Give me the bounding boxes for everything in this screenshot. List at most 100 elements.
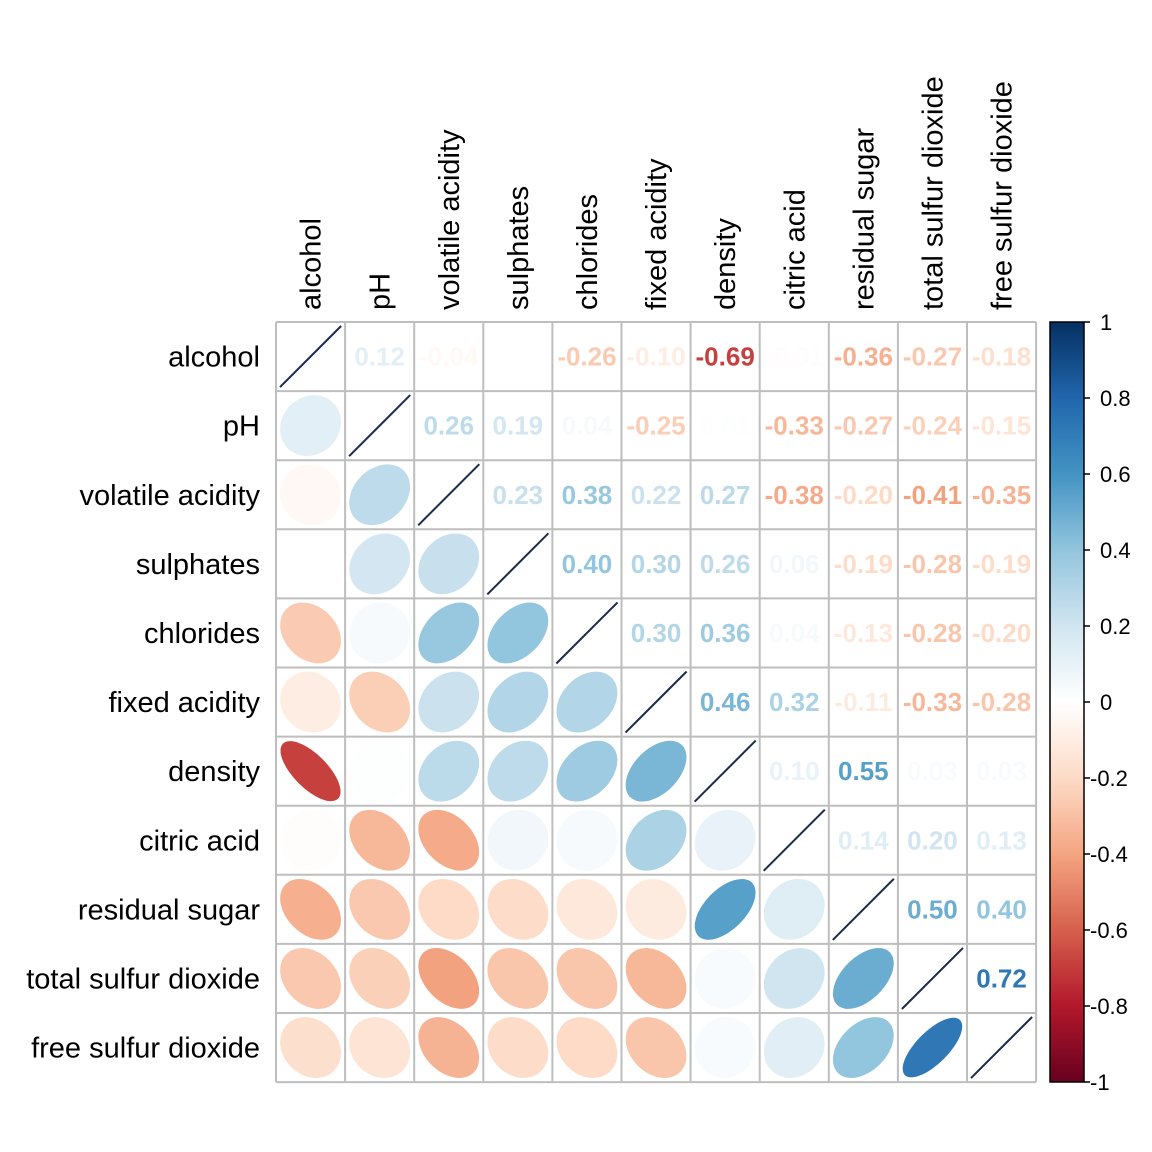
corr-ellipse (487, 1017, 549, 1078)
corr-ellipse (556, 878, 618, 940)
row-label-fixed-acidity: fixed acidity (108, 687, 260, 719)
colorbar-ticks: 1 0.8 0.6 0.4 0.2 0 -0.2 -0.4 -0.6 -0.8 -1 (1084, 310, 1131, 1095)
corr-ellipse (832, 948, 894, 1009)
corr-value: 0.01 (700, 411, 751, 441)
corr-ellipse (280, 395, 341, 457)
corr-value: 0.03 (976, 756, 1027, 786)
corr-value: 0.12 (354, 342, 405, 372)
row-label-ph: pH (223, 411, 260, 443)
corr-ellipse (556, 740, 618, 802)
corr-ellipse (625, 1017, 687, 1078)
diagonal-mark (417, 463, 481, 527)
corr-value: -0.33 (765, 411, 824, 441)
corr-ellipse (625, 809, 687, 871)
corr-value: -0.04 (419, 342, 479, 372)
corr-ellipse (349, 602, 411, 664)
corr-ellipse (349, 809, 411, 871)
corr-value: 0.50 (907, 894, 958, 924)
colorbar-tick-label: 0 (1100, 690, 1112, 715)
diagonal-mark (693, 739, 757, 803)
corr-ellipse (763, 948, 825, 1009)
corr-ellipse (418, 533, 480, 595)
corr-ellipse (556, 948, 618, 1009)
corr-value: 0.10 (769, 756, 820, 786)
corr-value: 0.14 (838, 825, 889, 855)
corr-ellipse (487, 740, 549, 802)
row-label-residual-sugar: residual sugar (78, 894, 260, 926)
col-label-fixed-acidity: fixed acidity (641, 158, 673, 310)
corr-ellipse (349, 533, 411, 595)
corr-value: 0.32 (769, 687, 820, 717)
diagonal-mark (901, 947, 964, 1010)
corr-ellipse (763, 878, 825, 940)
colorbar-tick-label: 0.6 (1100, 462, 1131, 487)
corr-ellipse (487, 878, 549, 940)
corr-value: -0.13 (834, 618, 893, 648)
column-labels: alcohol pH volatile acidity sulphates chlori… (296, 76, 1019, 310)
corr-value: 0.06 (769, 549, 820, 579)
row-label-free-sulfur-dioxide: free sulfur dioxide (31, 1033, 260, 1065)
corr-value: -0.35 (972, 480, 1031, 510)
col-label-sulphates: sulphates (503, 186, 535, 310)
col-label-ph: pH (365, 273, 397, 310)
diagonal-mark (486, 532, 550, 596)
diagonal-mark (762, 808, 826, 872)
colorbar-gradient (1049, 321, 1085, 1083)
row-label-density: density (168, 756, 260, 788)
row-label-sulphates: sulphates (136, 549, 260, 581)
corr-ellipse (418, 602, 480, 664)
colorbar-tick-label: -0.4 (1090, 842, 1128, 867)
corr-ellipse (418, 1017, 480, 1078)
corr-value: 0.30 (631, 618, 682, 648)
corr-ellipse (280, 464, 341, 526)
corr-value: 0.30 (631, 549, 682, 579)
corr-value: -0.11 (834, 687, 892, 717)
colorbar-tick-label: 0.4 (1100, 538, 1131, 563)
corr-value: -0.10 (626, 342, 685, 372)
corr-ellipse (625, 878, 687, 940)
corr-value: 0.40 (976, 894, 1027, 924)
col-label-volatile-acidity: volatile acidity (434, 129, 466, 310)
corr-ellipse (487, 602, 549, 664)
corr-ellipse (832, 1017, 894, 1078)
corr-ellipse (694, 809, 756, 871)
corr-value: 0.40 (562, 549, 613, 579)
corr-value: 0.36 (700, 618, 751, 648)
corr-ellipse (280, 878, 341, 940)
corr-ellipse (349, 464, 411, 526)
corr-ellipse (349, 1017, 411, 1078)
corr-value: 0.46 (700, 687, 751, 717)
corr-ellipse (556, 1017, 618, 1078)
corr-ellipse (280, 671, 341, 733)
colorbar-tick-label: -0.6 (1090, 918, 1128, 943)
corr-value: -0.27 (903, 342, 962, 372)
colorbar-tick-label: -1 (1090, 1070, 1110, 1095)
diagonal-mark (279, 325, 342, 388)
col-label-total-sulfur-dioxide: total sulfur dioxide (917, 76, 949, 310)
row-label-citric-acid: citric acid (139, 825, 260, 857)
corr-value: -0.15 (972, 411, 1031, 441)
corr-ellipse (625, 740, 687, 802)
corr-value: -0.41 (903, 480, 962, 510)
col-label-density: density (710, 218, 742, 310)
corr-value: 0.26 (423, 411, 474, 441)
corr-value: -0.36 (834, 342, 893, 372)
corr-value: 0.04 (562, 411, 613, 441)
corr-ellipse (487, 809, 549, 871)
corr-value: -0.28 (903, 549, 962, 579)
corr-ellipse (418, 671, 480, 733)
diagonal-mark (555, 601, 619, 665)
corr-value: -0.19 (972, 549, 1031, 579)
corr-value: 0.03 (907, 756, 958, 786)
corr-ellipse (556, 809, 618, 871)
col-label-alcohol: alcohol (296, 218, 328, 310)
row-labels: alcohol pH volatile acidity sulphates chlori… (26, 342, 260, 1065)
corr-ellipse (349, 671, 411, 733)
corr-ellipse (418, 740, 480, 802)
row-label-volatile-acidity: volatile acidity (79, 480, 260, 512)
corr-ellipse (487, 671, 549, 733)
corr-value: 0.38 (562, 480, 613, 510)
corr-value: 0.26 (700, 549, 751, 579)
corr-ellipse (280, 533, 341, 595)
